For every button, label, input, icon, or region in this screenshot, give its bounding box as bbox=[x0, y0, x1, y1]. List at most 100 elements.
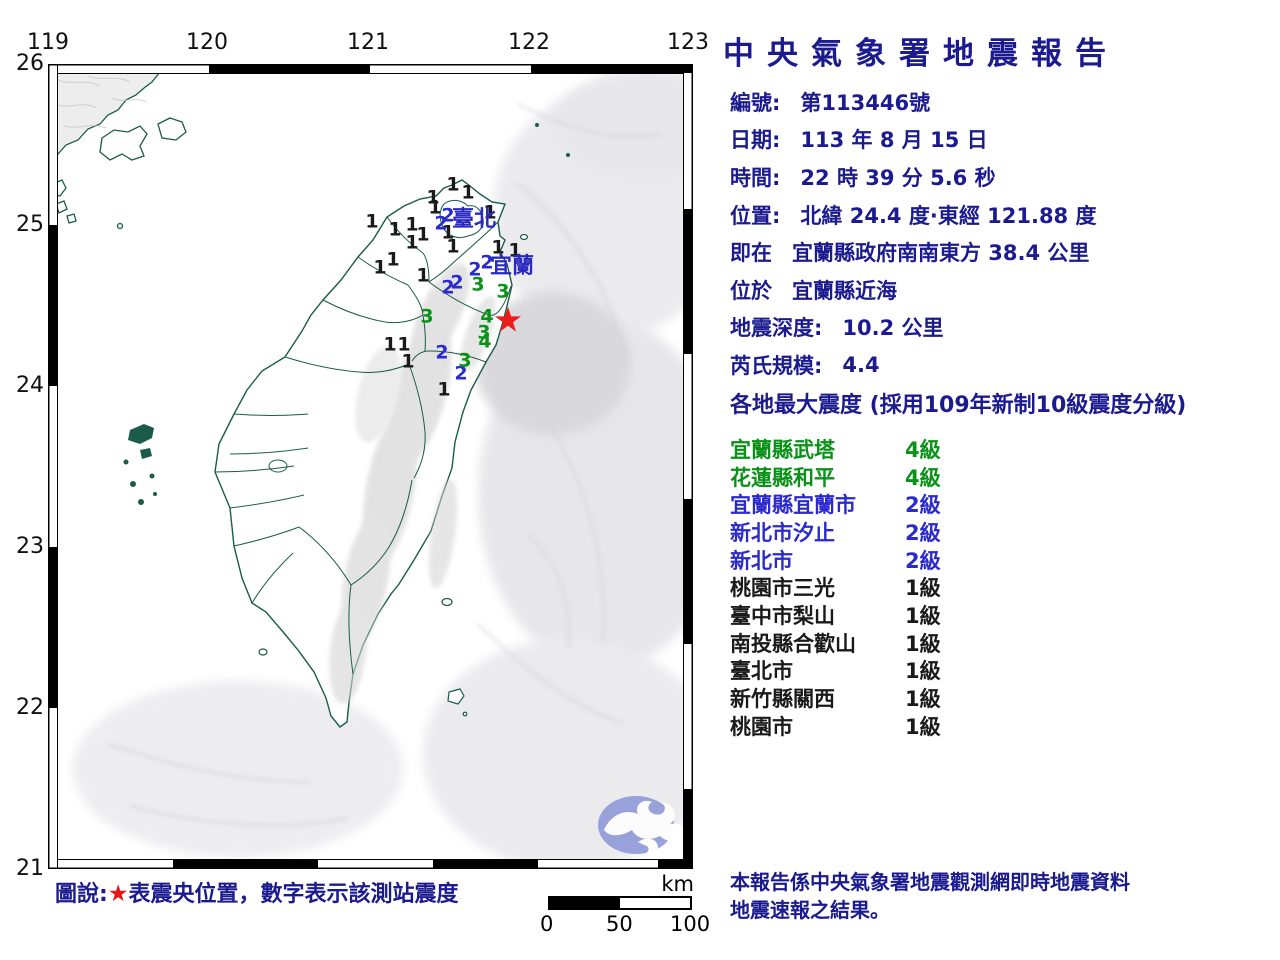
intensity-list: 宜蘭縣武塔 4級 花蓮縣和平 4級 宜蘭縣宜蘭市 2級 新北市汐止 2級 新北市 2級 桃園市三光 1… bbox=[730, 435, 1130, 740]
field-value: 北緯 24.4 度·東經 121.88 度 bbox=[800, 203, 1097, 228]
intensity-place: 花蓮縣和平 bbox=[730, 465, 835, 490]
intensity-level: 2級 bbox=[905, 493, 941, 518]
intensity-place: 新北市汐止 bbox=[730, 520, 835, 545]
county-boundaries bbox=[214, 199, 512, 675]
intensity-row: 新竹縣關西 1級 bbox=[730, 684, 1130, 712]
report-field-row: 即在 宜蘭縣政府南南東方 38.4 公里 bbox=[730, 233, 1270, 271]
intensity-level: 4級 bbox=[905, 437, 941, 462]
taiwan-island bbox=[214, 179, 513, 728]
field-label: 位置: bbox=[730, 203, 781, 228]
report-fields: 編號: 第113446號 日期: 113 年 8 月 15 日時間: 22 時 39 分… bbox=[730, 83, 1270, 384]
intensity-row: 桃園市 1級 bbox=[730, 712, 1130, 740]
footer-line-2: 地震速報之結果。 bbox=[730, 898, 890, 922]
page-title: 中央氣象署地震報告 bbox=[723, 36, 1119, 72]
intensity-level: 1級 bbox=[905, 631, 941, 656]
intensity-level: 1級 bbox=[905, 687, 941, 712]
lon-tick-label: 121 bbox=[347, 30, 389, 55]
intensity-row: 花蓮縣和平 4級 bbox=[730, 463, 1130, 491]
map-scale-bar: km 0 50 100 bbox=[540, 872, 710, 936]
intensity-row: 宜蘭縣武塔 4級 bbox=[730, 435, 1130, 463]
scale-bar-black-half bbox=[550, 898, 620, 908]
report-footer: 本報告係中央氣象署地震觀測網即時地震資料 地震速報之結果。 bbox=[730, 868, 1130, 924]
intensity-level: 2級 bbox=[905, 520, 941, 545]
lat-tick-label: 25 bbox=[16, 212, 44, 237]
lat-tick-label: 26 bbox=[16, 51, 44, 76]
report-field-row: 位置: 北緯 24.4 度·東經 121.88 度 bbox=[730, 196, 1270, 234]
lon-tick-label: 123 bbox=[667, 30, 709, 55]
intensity-place: 桃園市三光 bbox=[730, 576, 835, 601]
lon-tick-label: 122 bbox=[508, 30, 550, 55]
intensity-row: 宜蘭縣宜蘭市 2級 bbox=[730, 490, 1130, 518]
map-frame bbox=[48, 64, 693, 869]
report-panel: 中央氣象署地震報告 編號: 第113446號 日期: 113 年 8 月 15 日時間… bbox=[712, 0, 1280, 960]
report-field-row: 芮氏規模: 4.4 bbox=[730, 346, 1270, 384]
report-field-row: 位於 宜蘭縣近海 bbox=[730, 271, 1270, 309]
field-value: 宜蘭縣近海 bbox=[792, 278, 897, 303]
intensity-place: 南投縣合歡山 bbox=[730, 631, 856, 656]
lat-tick-label: 21 bbox=[16, 856, 44, 881]
intensity-place: 宜蘭縣宜蘭市 bbox=[730, 493, 856, 518]
scale-tick-50: 50 bbox=[606, 912, 633, 936]
field-label: 位於 bbox=[730, 278, 772, 303]
intensity-row: 桃園市三光 1級 bbox=[730, 573, 1130, 601]
intensity-level: 4級 bbox=[905, 465, 941, 490]
intensity-level: 2級 bbox=[905, 548, 941, 573]
field-label: 編號: bbox=[730, 90, 781, 115]
intensity-section-header: 各地最大震度 (採用109年新制10級震度分級) bbox=[730, 393, 1187, 418]
field-value: 10.2 公里 bbox=[842, 316, 944, 341]
intensity-row: 新北市 2級 bbox=[730, 546, 1130, 574]
field-label: 地震深度: bbox=[730, 316, 823, 341]
intensity-place: 臺北市 bbox=[730, 659, 793, 684]
scale-unit-label: km bbox=[661, 872, 694, 896]
epicenter-star-icon: ★ bbox=[107, 881, 129, 907]
lon-tick-label: 119 bbox=[27, 30, 69, 55]
mountain-relief bbox=[329, 263, 496, 704]
mainland-coast bbox=[47, 63, 187, 230]
ocean-relief bbox=[73, 69, 743, 869]
intensity-place: 臺中市梨山 bbox=[730, 603, 835, 628]
report-field-row: 時間: 22 時 39 分 5.6 秒 bbox=[730, 158, 1270, 196]
footer-line-1: 本報告係中央氣象署地震觀測網即時地震資料 bbox=[730, 870, 1130, 894]
intensity-level: 1級 bbox=[905, 576, 941, 601]
intensity-place: 新竹縣關西 bbox=[730, 687, 835, 712]
report-field-row: 日期: 113 年 8 月 15 日 bbox=[730, 121, 1270, 159]
intensity-level: 1級 bbox=[905, 659, 941, 684]
lat-tick-label: 22 bbox=[16, 695, 44, 720]
scale-tick-100: 100 bbox=[670, 912, 711, 936]
offshore-islands bbox=[51, 117, 187, 230]
intensity-place: 桃園市 bbox=[730, 714, 793, 739]
intensity-row: 臺中市梨山 1級 bbox=[730, 601, 1130, 629]
legend-text: 表震央位置，數字表示該測站震度 bbox=[128, 882, 459, 907]
intensity-row: 臺北市 1級 bbox=[730, 657, 1130, 685]
small-islands bbox=[123, 123, 570, 717]
intensity-level: 1級 bbox=[905, 603, 941, 628]
map-panel: 119 120 121 122 123 26 25 24 23 22 21 bbox=[16, 30, 743, 936]
report-field-row: 地震深度: 10.2 公里 bbox=[730, 309, 1270, 347]
field-value: 宜蘭縣政府南南東方 38.4 公里 bbox=[792, 241, 1090, 266]
field-value: 第113446號 bbox=[800, 90, 931, 115]
legend-prefix: 圖說: bbox=[55, 882, 108, 907]
map-legend: 圖說:★表震央位置，數字表示該測站震度 bbox=[55, 876, 458, 908]
field-value: 4.4 bbox=[842, 352, 880, 377]
field-value: 22 時 39 分 5.6 秒 bbox=[800, 165, 996, 190]
taiwan-map bbox=[47, 63, 743, 869]
scale-tick-0: 0 bbox=[540, 912, 554, 936]
field-label: 芮氏規模: bbox=[730, 353, 823, 378]
field-value: 113 年 8 月 15 日 bbox=[800, 128, 988, 153]
lon-tick-label: 120 bbox=[186, 30, 228, 55]
cwa-logo-watermark bbox=[598, 796, 686, 856]
intensity-place: 新北市 bbox=[730, 548, 793, 573]
lat-tick-label: 24 bbox=[16, 373, 44, 398]
scale-bar-graphic bbox=[548, 896, 692, 910]
taiwan-map-svg bbox=[47, 63, 743, 869]
intensity-place: 宜蘭縣武塔 bbox=[730, 437, 835, 462]
field-label: 即在 bbox=[730, 241, 772, 266]
lat-tick-label: 23 bbox=[16, 534, 44, 559]
field-label: 時間: bbox=[730, 165, 781, 190]
field-label: 日期: bbox=[730, 128, 781, 153]
report-field-row: 編號: 第113446號 bbox=[730, 83, 1270, 121]
intensity-row: 新北市汐止 2級 bbox=[730, 518, 1130, 546]
intensity-row: 南投縣合歡山 1級 bbox=[730, 629, 1130, 657]
intensity-level: 1級 bbox=[905, 714, 941, 739]
